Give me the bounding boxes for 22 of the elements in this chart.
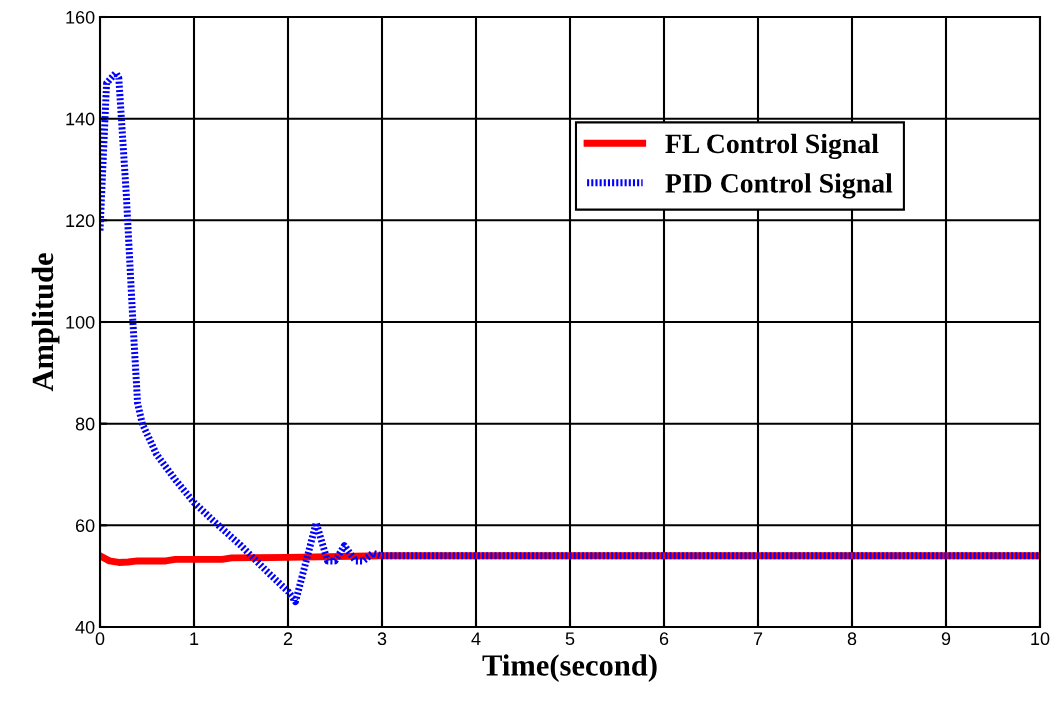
legend-label: FL Control Signal bbox=[665, 133, 879, 160]
legend-label: PID Control Signal bbox=[665, 173, 893, 199]
x-tick-label: 10 bbox=[1031, 632, 1050, 646]
y-tick-label: 60 bbox=[75, 519, 95, 533]
x-tick-label: 5 bbox=[565, 632, 575, 646]
x-tick-label: 8 bbox=[847, 632, 857, 646]
y-tick-label: 120 bbox=[66, 214, 95, 228]
x-tick-label: 4 bbox=[471, 632, 481, 645]
x-tick-label: 1 bbox=[190, 632, 199, 645]
x-tick-label: 3 bbox=[377, 632, 387, 646]
y-tick-label: 40 bbox=[75, 620, 95, 634]
y-tick-label: 160 bbox=[66, 10, 95, 24]
y-axis-title: Amplitude bbox=[31, 253, 60, 392]
y-tick-label: 80 bbox=[75, 417, 95, 431]
x-tick-label: 9 bbox=[941, 632, 951, 646]
y-tick-label: 100 bbox=[66, 315, 95, 329]
x-tick-label: 0 bbox=[95, 632, 105, 646]
y-tick-label: 140 bbox=[66, 112, 95, 126]
x-tick-label: 6 bbox=[659, 632, 669, 646]
x-tick-label: 7 bbox=[753, 632, 763, 645]
x-axis-title: Time(second) bbox=[482, 654, 657, 682]
x-tick-label: 2 bbox=[283, 632, 293, 645]
